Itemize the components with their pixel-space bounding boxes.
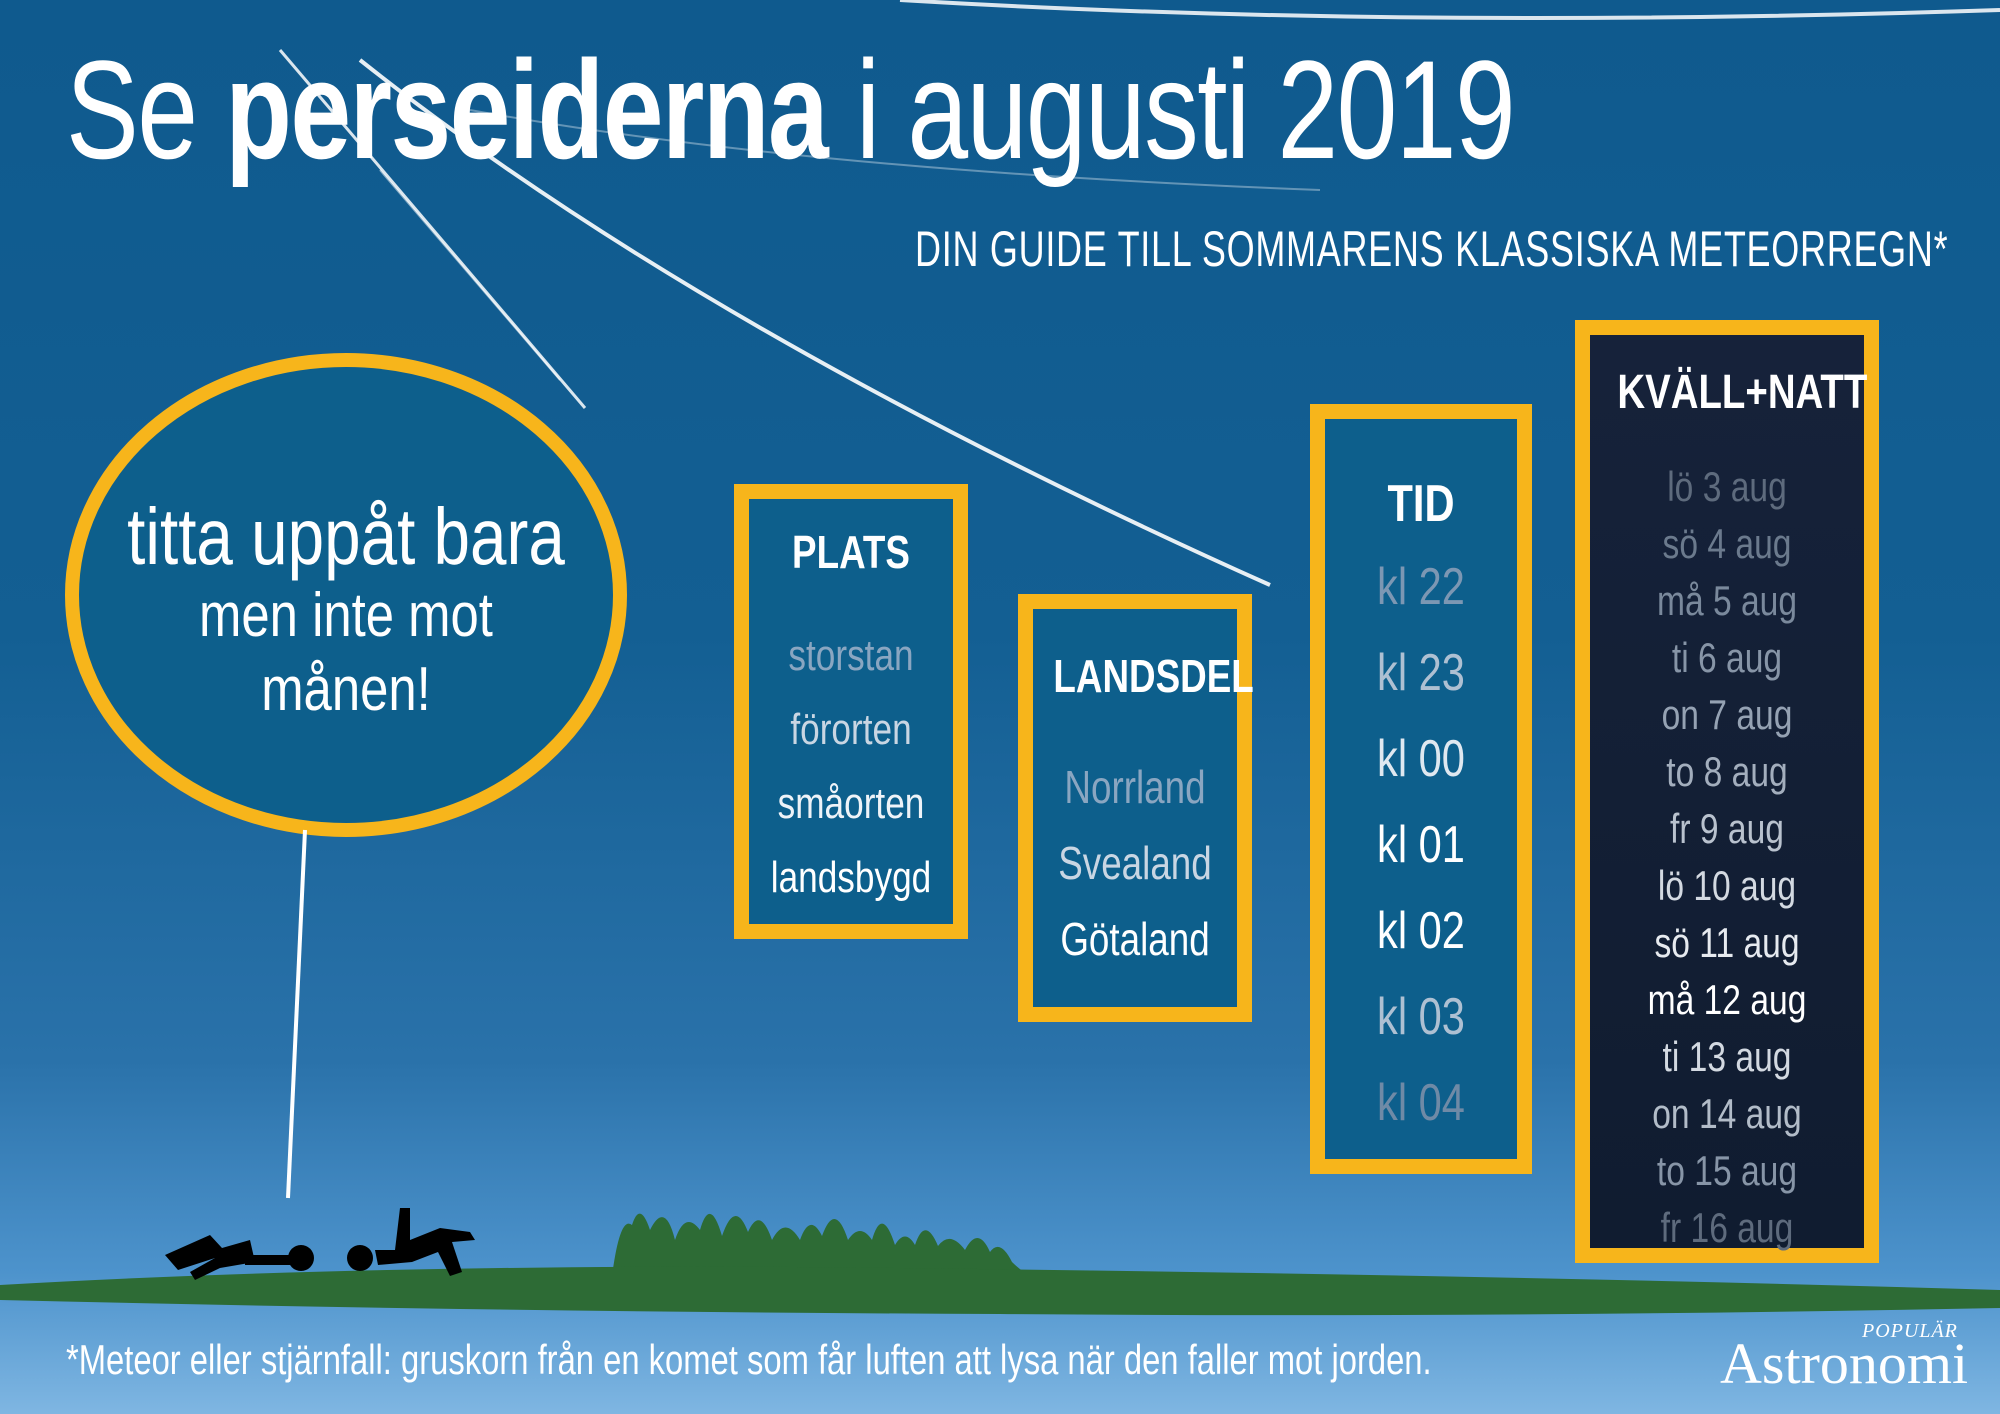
landsdel-box: LANDSDEL Norrland Svealand Götaland xyxy=(1018,594,1254,1022)
footnote: *Meteor eller stjärnfall: gruskorn från … xyxy=(66,1336,1432,1383)
date-item: må 5 aug xyxy=(1656,577,1798,624)
page-title: Se perseiderna i augusti 2019 xyxy=(66,40,1516,180)
person-lying-left-icon xyxy=(165,1235,314,1280)
logo-big-text: Astronomi xyxy=(1720,1331,1969,1396)
date-item: sö 11 aug xyxy=(1654,919,1800,966)
bubble-line-2: men inte mot månen! xyxy=(199,581,493,725)
plats-list: storstan förorten småorten landsbygd xyxy=(749,619,953,915)
tid-item: kl 23 xyxy=(1377,644,1465,702)
landsdel-item: Svealand xyxy=(1058,837,1212,889)
date-item: ti 13 aug xyxy=(1662,1033,1792,1080)
tid-item: kl 03 xyxy=(1377,988,1465,1046)
landsdel-list: Norrland Svealand Götaland xyxy=(1033,749,1237,977)
date-item: ti 6 aug xyxy=(1671,634,1783,681)
tid-title: TID xyxy=(1387,475,1455,533)
date-item: on 7 aug xyxy=(1661,691,1793,738)
kvall-natt-list: lö 3 aug sö 4 aug må 5 aug ti 6 aug on 7… xyxy=(1590,458,1864,1256)
kvall-natt-box: KVÄLL+NATT lö 3 aug sö 4 aug må 5 aug ti… xyxy=(1575,320,1879,1263)
tid-item: kl 00 xyxy=(1377,730,1465,788)
tid-item: kl 01 xyxy=(1377,816,1465,874)
grass-bushes xyxy=(612,1213,1030,1276)
title-part-3: i augusti 2019 xyxy=(827,31,1516,188)
plats-item: landsbygd xyxy=(770,853,932,902)
date-item: må 12 aug xyxy=(1647,976,1807,1023)
title-part-1: Se xyxy=(66,31,226,188)
speech-bubble-tail xyxy=(286,829,307,1199)
plats-title: PLATS xyxy=(792,526,910,578)
date-item: fr 16 aug xyxy=(1660,1204,1794,1251)
title-part-2: perseiderna xyxy=(225,31,829,188)
date-item: on 14 aug xyxy=(1652,1090,1802,1137)
date-item: fr 9 aug xyxy=(1670,805,1784,852)
tid-item: kl 22 xyxy=(1377,558,1465,616)
tid-box: TID kl 22 kl 23 kl 00 kl 01 kl 02 kl 03 … xyxy=(1310,404,1532,1174)
meteor-streak-left-2 xyxy=(379,169,561,381)
subtitle: DIN GUIDE TILL SOMMARENS KLASSISKA METEO… xyxy=(915,221,1949,277)
landsdel-title: LANDSDEL xyxy=(1053,650,1254,702)
date-item: lö 10 aug xyxy=(1657,862,1797,909)
tid-item: kl 02 xyxy=(1377,902,1465,960)
speech-bubble xyxy=(65,353,627,837)
meteor-streak-long xyxy=(358,58,1271,587)
plats-item: förorten xyxy=(790,705,912,754)
ground xyxy=(0,1266,2000,1316)
tid-list: kl 22 kl 23 kl 00 kl 01 kl 02 kl 03 kl 0… xyxy=(1325,544,1517,1146)
landsdel-item: Norrland xyxy=(1064,761,1206,813)
landsdel-item: Götaland xyxy=(1060,913,1210,965)
meteor-streak-title xyxy=(469,109,1321,191)
date-item: to 15 aug xyxy=(1656,1147,1798,1194)
tid-item: kl 04 xyxy=(1377,1074,1465,1132)
date-item: to 8 aug xyxy=(1666,748,1788,795)
date-item: sö 4 aug xyxy=(1662,520,1792,567)
speech-bubble-text: titta uppåt bara men inte mot månen! xyxy=(116,495,575,728)
kvall-natt-title: KVÄLL+NATT xyxy=(1617,366,1868,419)
plats-item: storstan xyxy=(788,631,914,680)
date-item: lö 3 aug xyxy=(1667,463,1787,510)
plats-box: PLATS storstan förorten småorten landsby… xyxy=(734,484,968,939)
logo-small-text: POPULÄR xyxy=(1862,1320,1958,1342)
bubble-line-1: titta uppåt bara xyxy=(127,492,565,581)
person-lying-right-icon xyxy=(347,1208,475,1276)
plats-item: småorten xyxy=(777,779,925,828)
meteor-streak-top xyxy=(899,0,2000,20)
